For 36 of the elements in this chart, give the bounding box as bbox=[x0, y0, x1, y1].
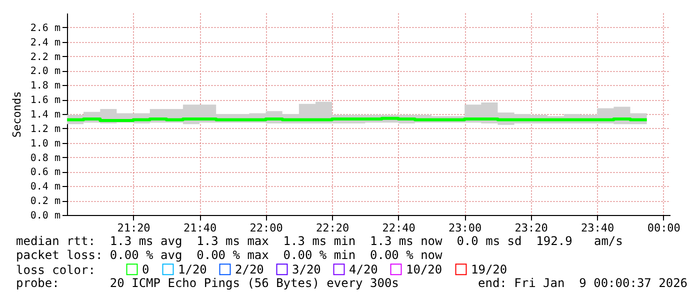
x-tick-label: 21:20 bbox=[117, 222, 150, 234]
y-tick-label: 1.0 m bbox=[30, 138, 60, 150]
x-tick-label: 23:20 bbox=[514, 222, 548, 234]
x-tick-label: 22:20 bbox=[316, 222, 350, 234]
y-tick-label: 0.8 m bbox=[30, 152, 60, 164]
y-tick-label: 2.6 m bbox=[30, 22, 60, 34]
legend-label: 19/20 bbox=[471, 262, 508, 276]
legend-label: 1/20 bbox=[178, 262, 207, 276]
y-tick-label: 1.8 m bbox=[30, 80, 60, 92]
y-tick-label: 2.4 m bbox=[30, 37, 60, 48]
y-axis-title: Seconds bbox=[10, 91, 24, 138]
y-tick-label: 0.4 m bbox=[30, 182, 60, 193]
legend-title: loss color: bbox=[16, 263, 96, 277]
y-tick-label: 0.6 m bbox=[30, 167, 60, 178]
y-tick-label: 2.0 m bbox=[30, 66, 60, 78]
legend-label: 0 bbox=[142, 262, 150, 276]
text: end: Fri Jan 9 00:00:37 2026 bbox=[478, 276, 688, 290]
x-tick-label: 23:00 bbox=[448, 222, 482, 234]
y-tick-label: 0.0 m bbox=[30, 210, 60, 222]
y-tick-label: 1.6 m bbox=[30, 95, 60, 106]
legend-label: 4/20 bbox=[349, 262, 378, 276]
x-tick-label: 22:40 bbox=[382, 222, 416, 234]
y-tick-label: 0.2 m bbox=[30, 196, 60, 208]
legend-label: 10/20 bbox=[406, 262, 442, 276]
text: probe: 20 ICMP Echo Pings (56 Bytes) every 300s bbox=[16, 276, 399, 290]
y-tick-label: 1.2 m bbox=[30, 124, 60, 135]
legend-label: 3/20 bbox=[292, 262, 321, 276]
x-tick-label: 00:00 bbox=[647, 222, 680, 234]
y-tick-label: 1.4 m bbox=[30, 110, 60, 120]
text: packet loss: 0.00 % avg 0.00 % max 0.00 % min 0.00 % now bbox=[16, 248, 442, 262]
x-tick-label: 23:40 bbox=[581, 222, 614, 234]
x-tick-label: 22:00 bbox=[250, 222, 283, 234]
x-tick-label: 21:40 bbox=[183, 222, 217, 234]
legend-label: 2/20 bbox=[235, 262, 264, 276]
text: median rtt: 1.3 ms avg 1.3 ms max 1.3 ms min 1.3 ms now 0.0 ms sd 192.9 am/s bbox=[16, 234, 623, 248]
y-tick-label: 2.2 m bbox=[30, 52, 60, 63]
